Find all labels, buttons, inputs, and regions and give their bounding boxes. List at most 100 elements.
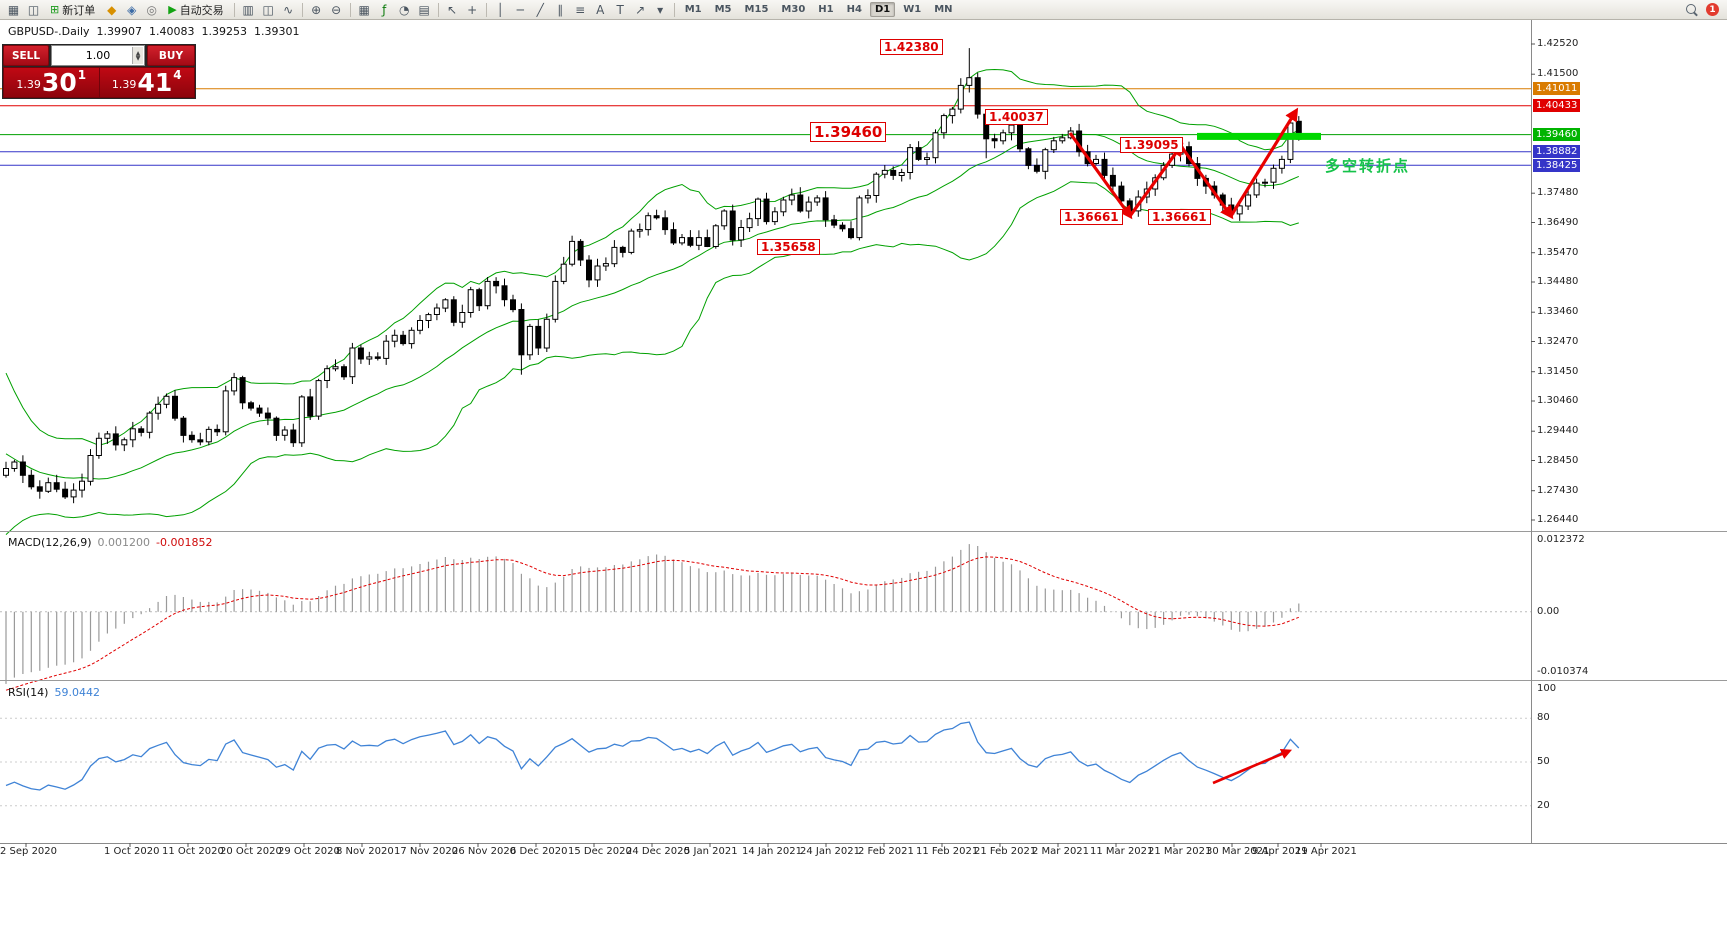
candle-body (281, 429, 288, 436)
period-menu-icon[interactable]: ◔ (395, 1, 414, 18)
candle-body (70, 489, 77, 498)
candle-body (1245, 194, 1252, 207)
price-tick-label: 1.26440 (1537, 514, 1579, 525)
candle-body (484, 280, 491, 307)
candlestick-chart-icon[interactable]: ◫ (259, 1, 278, 18)
market-watch-icon[interactable]: ◆ (102, 1, 121, 18)
data-window-icon[interactable]: ◈ (122, 1, 141, 18)
arrows-tool-icon[interactable]: ↗ (631, 1, 650, 18)
candle-body (611, 246, 618, 265)
autotrading-button-label: 自动交易 (179, 3, 224, 17)
text-icon[interactable]: A (591, 1, 610, 18)
toolbar-separator (485, 2, 487, 17)
line-chart-icon[interactable]: ∿ (279, 1, 298, 18)
autotrading-button[interactable]: ▶ 自动交易 (162, 1, 229, 18)
cursor-icon: ↖ (447, 2, 458, 17)
horizontal-line-icon[interactable]: ─ (511, 1, 530, 18)
rsi-line (5, 721, 1300, 791)
macd-axis-label: 0.00 (1537, 606, 1560, 617)
time-axis-label: 21 Feb 2021 (974, 846, 1037, 857)
timeframe-m15-button[interactable]: M15 (744, 4, 769, 15)
timeframe-mn-button[interactable]: MN (934, 4, 953, 15)
channel-icon[interactable]: ∥ (551, 1, 570, 18)
zoom-in-icon: ⊕ (311, 2, 322, 17)
chart-ohlc-header: GBPUSD-.Daily 1.39907 1.40083 1.39253 1.3930… (8, 25, 307, 38)
candle-body (1262, 181, 1268, 184)
ask-price[interactable]: 1.39 41 4 (100, 68, 195, 97)
candle-body (417, 320, 423, 331)
label-icon[interactable]: T (611, 1, 630, 18)
new-order-button[interactable]: ⊞ 新订单 (44, 1, 101, 18)
cursor-icon[interactable]: ↖ (443, 1, 462, 18)
candle-body (704, 237, 711, 248)
candle-body (535, 325, 542, 349)
bar-chart-icon[interactable]: ▥ (239, 1, 258, 18)
candle-body (79, 480, 85, 491)
crosshair-icon: + (467, 2, 478, 17)
price-divider (98, 68, 100, 97)
spinner-down-icon[interactable]: ▼ (135, 54, 141, 62)
candle-body (273, 417, 280, 436)
candle-body (1042, 149, 1049, 172)
zoom-out-icon: ⊖ (331, 2, 342, 17)
timeframe-w1-button[interactable]: W1 (903, 4, 922, 15)
chevron-down-icon[interactable]: ▾ (651, 1, 670, 18)
candle-body (28, 474, 35, 488)
panel-resize-handle-rsi[interactable] (0, 679, 1531, 684)
rsi-axis-label: 20 (1537, 800, 1550, 811)
crosshair-icon[interactable]: + (463, 1, 482, 18)
candle-body (188, 434, 195, 441)
navigator-icon[interactable]: ◎ (142, 1, 161, 18)
indicators-icon[interactable]: ƒ (375, 1, 394, 18)
new-chart-icon[interactable]: ◫ (24, 1, 43, 18)
tile-windows-icon[interactable]: ▦ (355, 1, 374, 18)
price-tick-label: 1.42520 (1537, 38, 1579, 49)
bid-price[interactable]: 1.39 30 1 (4, 68, 99, 97)
candle-body (873, 173, 880, 196)
chart-symbol-period: GBPUSD-.Daily (8, 25, 90, 38)
vertical-line-icon[interactable]: │ (491, 1, 510, 18)
timeframe-m5-button[interactable]: M5 (714, 4, 732, 15)
chevron-down-icon: ▾ (657, 2, 664, 17)
fibonacci-icon[interactable]: ≡ (571, 1, 590, 18)
buy-button[interactable]: BUY (147, 45, 195, 66)
templates-icon[interactable]: ▤ (415, 1, 434, 18)
support-zone-bar (1197, 132, 1321, 140)
label-icon: T (616, 2, 624, 17)
chart-profile-icon[interactable]: ▦ (4, 1, 23, 18)
price-level-badge: 1.38882 (1533, 145, 1581, 158)
main-chart-panel[interactable] (0, 20, 1531, 531)
candle-body (53, 482, 60, 490)
sell-button[interactable]: SELL (3, 45, 49, 66)
volume-input[interactable]: 1.00 ▲ ▼ (51, 45, 145, 66)
volume-spinner[interactable]: ▲ ▼ (132, 47, 143, 64)
candle-body (239, 377, 246, 404)
candle-body (366, 356, 373, 360)
time-axis-label: 6 Dec 2020 (510, 846, 568, 857)
zoom-out-icon[interactable]: ⊖ (327, 1, 346, 18)
price-tick-label: 1.30460 (1537, 395, 1579, 406)
candle-body (112, 433, 119, 446)
timeframe-m1-button[interactable]: M1 (684, 4, 702, 15)
timeframe-h1-button[interactable]: H1 (818, 4, 834, 15)
price-annotation: 1.39460 (810, 122, 887, 142)
macd-panel[interactable] (0, 533, 1531, 679)
price-level-badge: 1.40433 (1533, 99, 1581, 112)
candle-body (1253, 182, 1260, 196)
notification-badge[interactable]: 1 (1706, 3, 1719, 16)
candle-body (231, 377, 238, 392)
spinner-up-icon[interactable]: ▲ (135, 49, 141, 57)
timeframe-d1-button[interactable]: D1 (869, 2, 896, 17)
time-axis-label: 11 Feb 2021 (916, 846, 979, 857)
price-annotation: 1.39095 (1120, 137, 1183, 153)
rsi-name: RSI(14) (8, 686, 49, 699)
price-tick-label: 1.31450 (1537, 366, 1579, 377)
timeframe-h4-button[interactable]: H4 (846, 4, 862, 15)
panel-resize-handle-macd[interactable] (0, 529, 1531, 534)
candle-body (822, 197, 829, 221)
trendline-icon[interactable]: ╱ (531, 1, 550, 18)
search-icon[interactable] (1685, 3, 1699, 17)
timeframe-m30-button[interactable]: M30 (781, 4, 806, 15)
zoom-in-icon[interactable]: ⊕ (307, 1, 326, 18)
rsi-panel[interactable] (0, 681, 1531, 842)
